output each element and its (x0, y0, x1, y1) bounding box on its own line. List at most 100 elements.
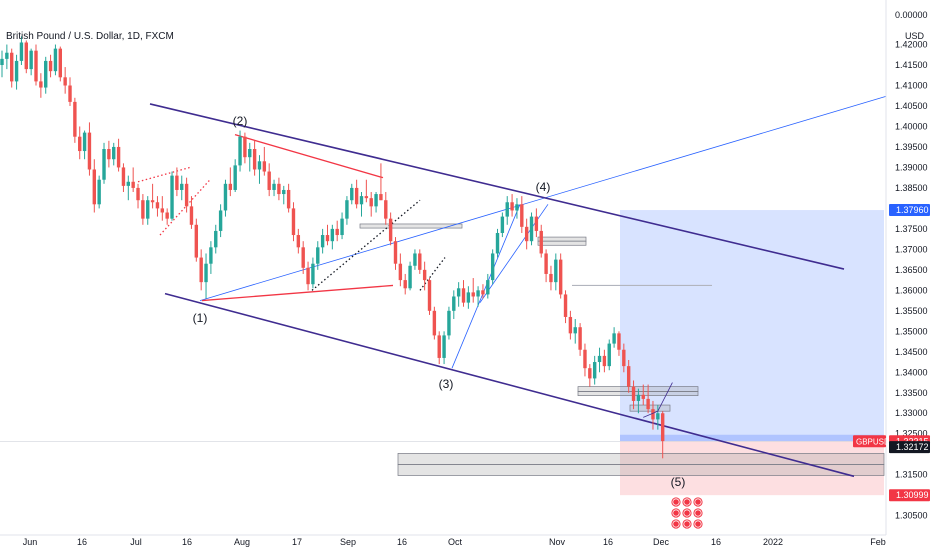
candle-body (63, 77, 67, 86)
candle-body (622, 349, 626, 367)
candle-body (44, 60, 48, 88)
sr-box (629, 404, 671, 412)
sr-box (537, 240, 587, 246)
y-tick-label: 1.36500 (895, 265, 928, 275)
price-badge (889, 204, 930, 217)
candle-body (252, 149, 257, 170)
candle-body (155, 202, 160, 209)
candle-body (39, 81, 43, 88)
candle-body (612, 333, 616, 344)
candle-body (87, 132, 92, 170)
axis-top-label: 0.00000 (895, 10, 928, 20)
candle-body (29, 50, 33, 70)
y-tick-label: 1.35000 (895, 326, 928, 336)
candle-body (194, 224, 199, 258)
x-tick-label: 2022 (763, 537, 783, 547)
stop-zone (620, 441, 884, 496)
candle-body (214, 230, 218, 248)
candle-body (447, 310, 451, 336)
candle-body (646, 398, 650, 410)
candle-body (58, 48, 62, 78)
y-tick-label: 1.31500 (895, 470, 928, 480)
sr-box (397, 453, 885, 465)
candle-body (112, 146, 116, 160)
candle-body (515, 204, 519, 211)
candle-body (180, 183, 184, 190)
candle-body (107, 149, 111, 160)
dotted-line (159, 179, 211, 236)
candle-body (199, 257, 203, 283)
candle-body (554, 259, 558, 283)
dotted-line (311, 199, 421, 291)
x-tick-label: Aug (234, 537, 250, 547)
candle-body (583, 349, 587, 369)
x-tick-label: Feb (870, 537, 886, 547)
candle-body (291, 208, 296, 236)
candle-body (388, 218, 393, 242)
resistance-line (234, 134, 384, 179)
candle-body (505, 202, 509, 217)
entry-band (620, 434, 884, 442)
y-tick-label: 1.35500 (895, 306, 928, 316)
x-tick-label: 16 (182, 537, 192, 547)
candle-body (398, 263, 403, 281)
chart-title: British Pound / U.S. Dollar, 1D, FXCM (6, 31, 174, 42)
candle-body (97, 179, 101, 205)
candle-body (272, 183, 276, 190)
wave-label: (4) (536, 180, 551, 194)
wave-label: (3) (439, 377, 454, 391)
candle-body (418, 253, 422, 270)
candle-body (403, 280, 407, 289)
candle-body (413, 253, 417, 266)
y-tick-label: 1.30500 (895, 511, 928, 521)
candle-body (228, 183, 233, 190)
channel-lower (164, 292, 855, 478)
candle-body (165, 212, 169, 219)
candle-body (136, 187, 140, 201)
candle-body (82, 132, 87, 152)
wave-label: (2) (233, 114, 248, 128)
candle-body (209, 247, 213, 264)
candle-body (641, 394, 645, 399)
candle-body (408, 265, 412, 289)
candle-body (24, 42, 28, 70)
wave-label: (5) (671, 475, 686, 489)
sr-box (397, 464, 885, 476)
candle-body (500, 216, 505, 233)
candle-body (592, 362, 597, 379)
y-tick-label: 1.40500 (895, 101, 928, 111)
channel-line (451, 204, 521, 369)
price-badge-label: 1.37960 (896, 205, 929, 215)
candle-body (563, 294, 568, 317)
candle-body (277, 183, 281, 195)
dotted-line (137, 166, 191, 183)
candle-body (350, 187, 354, 201)
candle-body (320, 235, 325, 248)
price-badge (889, 489, 930, 502)
candle-body (510, 202, 514, 211)
candle-body (330, 228, 335, 242)
candle-body (427, 280, 432, 311)
candle-body (335, 228, 339, 236)
candle-body (102, 149, 106, 180)
symbol-badge-label: GBPUSD (856, 437, 890, 446)
candle-body (534, 216, 539, 231)
candle-body (539, 230, 543, 254)
y-tick-label: 1.41500 (895, 60, 928, 70)
x-tick-label: 16 (77, 537, 87, 547)
target-zone (620, 210, 884, 442)
candle-body (243, 136, 247, 158)
candle-body (481, 290, 485, 295)
candle-body (626, 366, 631, 387)
event-icon-ring (672, 509, 680, 517)
candle-body (568, 316, 573, 334)
candle-body (393, 241, 398, 264)
candle-body (238, 136, 242, 166)
candle-body (223, 183, 228, 211)
candle-body (175, 175, 179, 190)
candle-body (14, 60, 19, 82)
candle-body (476, 290, 480, 297)
y-tick-label: 1.39500 (895, 142, 928, 152)
candle-body (116, 146, 121, 168)
